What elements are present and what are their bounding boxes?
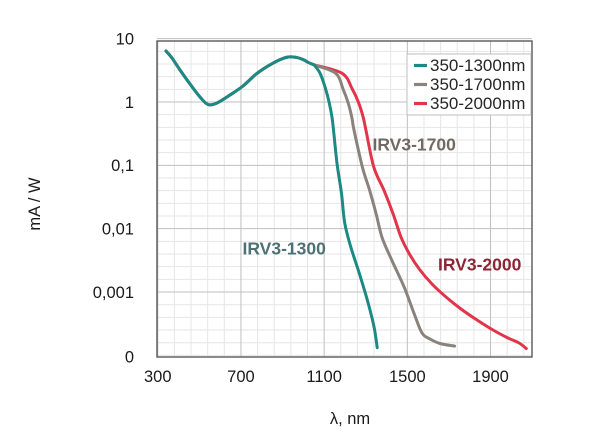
svg-text:350-1700nm: 350-1700nm [430, 75, 525, 94]
svg-text:300: 300 [144, 368, 172, 386]
svg-text:0: 0 [125, 349, 134, 367]
svg-text:0,001: 0,001 [93, 284, 134, 302]
svg-text:λ, nm: λ, nm [330, 410, 370, 428]
svg-text:350-1300nm: 350-1300nm [430, 56, 525, 75]
svg-text:IRV3-2000: IRV3-2000 [438, 255, 522, 275]
svg-text:IRV3-1300: IRV3-1300 [243, 239, 327, 259]
svg-text:1100: 1100 [306, 368, 341, 386]
svg-text:0,1: 0,1 [111, 157, 134, 175]
svg-text:IRV3-1700: IRV3-1700 [373, 135, 457, 155]
svg-text:1: 1 [125, 94, 134, 112]
svg-text:mA / W: mA / W [26, 177, 44, 231]
svg-text:0,01: 0,01 [102, 221, 134, 239]
svg-text:10: 10 [116, 31, 134, 49]
svg-text:1500: 1500 [389, 368, 426, 386]
svg-text:350-2000nm: 350-2000nm [430, 94, 525, 113]
svg-text:700: 700 [227, 368, 255, 386]
svg-text:1900: 1900 [472, 368, 509, 386]
